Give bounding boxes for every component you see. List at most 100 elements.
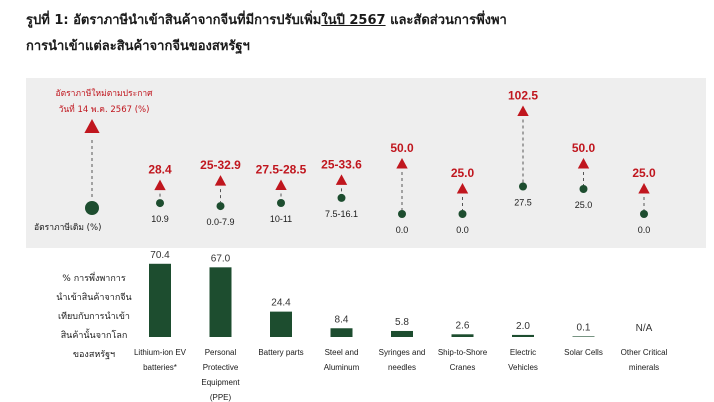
old-rate-marker (640, 210, 648, 218)
category-label-line: Syringes and (379, 348, 426, 357)
category-label-line: Solar Cells (564, 348, 603, 357)
category-label-line: Equipment (201, 378, 240, 387)
old-rate-marker (156, 199, 164, 208)
figure-title-line-2: การนำเข้าแต่ละสินค้าจากจีนของสหรัฐฯ (26, 39, 250, 54)
category-label: Ship-to-Shore Cranes (438, 348, 488, 372)
category-label: Lithium-ion EV batteries* (134, 348, 187, 372)
old-rate-marker (277, 199, 285, 207)
dependency-label-line-2: นำเข้าสินค้าจากจีน (56, 293, 132, 303)
new-rate-marker (154, 179, 166, 191)
new-rate-label: 25.0 (451, 166, 475, 180)
new-rate-label: 50.0 (390, 141, 414, 155)
category-label-line: Steel and (325, 348, 359, 357)
old-rate-marker (398, 210, 406, 218)
old-rate-label: 0.0-7.9 (206, 217, 234, 227)
bar-value-label: 2.6 (456, 320, 470, 331)
dependency-bar (270, 311, 292, 337)
legend-new-rate-marker (84, 119, 100, 133)
old-rate-marker (519, 182, 527, 191)
dependency-bar (572, 336, 595, 337)
category-label-line: Battery parts (258, 348, 303, 357)
category-label-line: Vehicles (508, 363, 538, 372)
category-label-line: needles (388, 363, 416, 372)
bar-value-label: 0.1 (577, 322, 591, 333)
new-rate-marker (456, 183, 469, 194)
category-label-line: Ship-to-Shore (438, 348, 488, 357)
category-label: Battery parts (258, 348, 303, 357)
legend-new-rate-line-2: วันที่ 14 พ.ค. 2567 (%) (58, 105, 150, 115)
category-label-line: (PPE) (210, 393, 232, 402)
category-label: Solar Cells (564, 348, 603, 357)
category-label-line: Personal (205, 348, 237, 357)
category-label: Other Critical minerals (621, 348, 668, 372)
dependency-bar (512, 334, 534, 337)
old-rate-marker (458, 210, 467, 218)
new-rate-marker (275, 179, 287, 190)
figure-title-line-1: รูปที่ 1: อัตราภาษีนำเข้าสินค้าจากจีนที่… (26, 8, 696, 34)
new-rate-label: 50.0 (572, 141, 596, 155)
new-rate-marker (396, 158, 408, 169)
dependency-axis-label: % การพึ่งพาการ นำเข้าสินค้าจากจีน เทียบก… (44, 270, 144, 365)
old-rate-label: 0.0 (638, 225, 651, 235)
old-rate-marker (216, 202, 225, 211)
dependency-label-line-5: ของสหรัฐฯ (72, 350, 116, 360)
old-rate-marker (337, 193, 346, 202)
bar-value-label: 24.4 (271, 298, 291, 309)
new-rate-label: 102.5 (508, 89, 538, 103)
old-rate-label: 7.5-16.1 (325, 209, 358, 219)
new-rate-marker (517, 105, 529, 116)
figure-title: รูปที่ 1: อัตราภาษีนำเข้าสินค้าจากจีนที่… (26, 8, 696, 60)
category-label: Steel and Aluminum (324, 348, 360, 372)
new-rate-marker (335, 174, 348, 185)
new-rate-label: 28.4 (148, 163, 172, 177)
category-label: Personal Protective Equipment (PPE) (201, 348, 240, 402)
bar-value-label: 67.0 (211, 253, 231, 264)
new-rate-marker (214, 175, 227, 186)
new-rate-label: 25-33.6 (321, 157, 362, 171)
title-prefix: รูปที่ 1: อัตราภาษีนำเข้าสินค้าจากจีนที่… (26, 13, 322, 28)
bar-value-label: 8.4 (335, 314, 349, 325)
dependency-label-line-3: เทียบกับการนำเข้า (58, 312, 130, 322)
old-rate-label: 27.5 (514, 198, 532, 208)
tariff-panel (26, 78, 706, 248)
old-rate-marker (579, 185, 588, 193)
dependency-bar (391, 330, 413, 337)
dependency-label-line-1: % การพึ่งพาการ (62, 274, 126, 284)
legend-old-rate-marker (85, 201, 99, 215)
dependency-label-line-4: สินค้านั้นจากโลก (60, 331, 128, 341)
dependency-bar (330, 328, 353, 337)
category-label-line: Lithium-ion EV (134, 348, 187, 357)
dependency-bar (451, 334, 474, 337)
title-suffix: และสัดส่วนการพึ่งพา (385, 13, 507, 28)
bar-value-label: 5.8 (395, 317, 409, 328)
legend-new-rate-line-1: อัตราภาษีใหม่ตามประกาศ (55, 89, 153, 99)
category-label-line: Cranes (450, 363, 476, 372)
old-rate-label: 0.0 (456, 225, 469, 235)
dependency-bar (149, 263, 171, 337)
bar-value-label: 70.4 (150, 250, 170, 261)
bar-value-label: N/A (636, 323, 653, 334)
title-underlined: ในปี 2567 (321, 13, 386, 28)
new-rate-marker (577, 158, 590, 169)
legend-old-rate: อัตราภาษีเดิม (%) (34, 223, 102, 233)
dependency-bars: 70.4 Lithium-ion EV batteries* 67.0 Personal… (134, 250, 668, 402)
category-label-line: minerals (629, 363, 659, 372)
tariff-markers: 28.4 10.9 25-32.9 0.0-7.9 27.5-28.5 10-11 25-3… (148, 89, 656, 236)
category-label-line: Protective (203, 363, 239, 372)
old-rate-label: 10.9 (151, 214, 169, 224)
new-rate-label: 27.5-28.5 (256, 163, 307, 177)
old-rate-label: 25.0 (575, 200, 593, 210)
category-label-line: Electric (510, 348, 536, 357)
bar-value-label: 2.0 (516, 321, 530, 332)
category-label-line: Aluminum (324, 363, 360, 372)
legend-new-rate: อัตราภาษีใหม่ตามประกาศ วันที่ 14 พ.ค. 25… (40, 86, 168, 118)
category-label: Syringes and needles (379, 348, 426, 372)
category-label: Electric Vehicles (508, 348, 538, 372)
old-rate-label: 0.0 (396, 225, 409, 235)
category-label-line: Other Critical (621, 348, 668, 357)
category-label-line: batteries* (143, 363, 177, 372)
legend-marks (84, 119, 100, 215)
dependency-bar (209, 267, 232, 337)
new-rate-label: 25-32.9 (200, 158, 241, 172)
